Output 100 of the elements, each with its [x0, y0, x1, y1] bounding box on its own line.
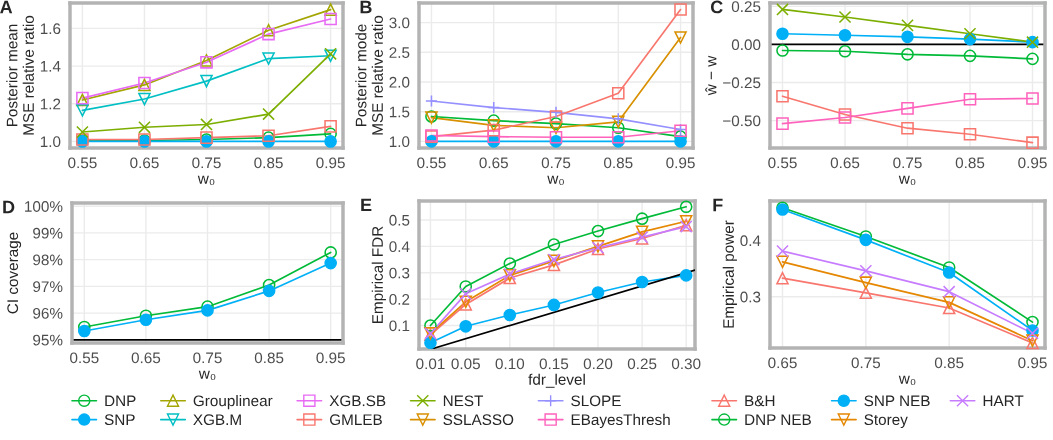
point	[611, 121, 625, 135]
point	[776, 244, 789, 258]
point	[503, 308, 517, 322]
x-tick-label: 0.55	[68, 157, 97, 169]
chart-title: B	[360, 0, 372, 14]
x-tick-label: 0.85	[254, 352, 284, 364]
point	[487, 130, 501, 143]
legend-label: XGB.M	[193, 414, 241, 426]
point	[201, 304, 214, 317]
legend-label: SSLASSO	[443, 414, 514, 426]
point	[76, 125, 89, 139]
point	[549, 110, 563, 123]
point	[1026, 92, 1039, 105]
x-tick-label: 0.55	[70, 352, 99, 364]
point	[674, 3, 687, 16]
y-tick-label: 99%	[33, 227, 63, 239]
legend-label: Storey	[864, 414, 908, 429]
y-tick-label: 98%	[33, 254, 63, 266]
point	[503, 257, 517, 270]
x-tick-label: 0.65	[479, 157, 508, 169]
legend-label: SNP NEB	[864, 395, 930, 407]
point	[262, 52, 275, 65]
y-axis-title: Posterior mean MSE relative ratio	[6, 15, 34, 135]
legend-label: Grouplinear	[193, 395, 273, 410]
y-tick-label: 0.3	[389, 267, 410, 279]
x-tick-label: 0.01	[416, 358, 445, 370]
point	[776, 3, 789, 16]
x-tick-label: 0.65	[768, 357, 797, 369]
point	[859, 233, 873, 247]
point	[963, 127, 977, 141]
point	[901, 102, 914, 115]
point	[838, 44, 852, 58]
point	[487, 114, 501, 127]
x-axis-title: fdr_level	[528, 373, 585, 388]
y-tick-label: 100%	[25, 201, 63, 212]
y-tick-label: 1.6	[40, 23, 61, 35]
x-tick-label: 0.65	[830, 157, 860, 169]
point	[262, 23, 275, 37]
point	[679, 200, 693, 214]
y-axis-title: ŵ − w	[705, 55, 717, 96]
point	[262, 107, 275, 121]
chart-title: A	[0, 0, 13, 14]
point	[459, 280, 473, 293]
legend-label: HART	[983, 395, 1024, 407]
point	[549, 130, 563, 144]
y-axis-title: Empirical FDR	[371, 226, 386, 323]
point	[859, 264, 873, 278]
y-tick-label: 0.1	[389, 320, 410, 332]
point	[200, 118, 213, 131]
point	[963, 49, 977, 63]
x-tick-label: 0.75	[541, 157, 571, 169]
point	[459, 287, 473, 301]
point	[139, 313, 153, 327]
legend-label: EBayesThresh	[571, 413, 670, 429]
x-axis-title: w₀	[898, 175, 916, 186]
point	[942, 296, 956, 309]
y-tick-label: 95%	[33, 334, 63, 346]
point	[674, 31, 687, 44]
point	[547, 298, 561, 312]
point	[547, 258, 561, 272]
point	[963, 92, 977, 106]
y-tick-label: 0.3	[740, 291, 761, 303]
x-axis-title: w₀	[547, 175, 564, 186]
x-tick-label: 0.95	[1018, 357, 1047, 369]
point	[262, 284, 276, 298]
point	[547, 238, 561, 251]
point	[901, 30, 914, 44]
x-tick-label: 0.85	[934, 357, 964, 369]
point	[679, 214, 693, 228]
x-tick-label: 0.75	[192, 157, 221, 169]
legend-label: DNP NEB	[745, 414, 811, 425]
point	[776, 117, 789, 130]
chart-title: D	[3, 200, 15, 214]
point	[776, 44, 789, 57]
chart-title: E	[361, 198, 372, 212]
point	[549, 117, 563, 130]
legend-label: GMLEB	[329, 414, 382, 426]
point	[963, 27, 977, 41]
y-tick-label: 0.2	[389, 294, 410, 305]
point	[942, 266, 956, 279]
y-tick-label: −0.50	[723, 115, 761, 127]
x-tick-label: 0.30	[671, 358, 701, 370]
point	[200, 74, 213, 88]
point	[459, 319, 473, 333]
point	[776, 271, 789, 285]
x-tick-label: 0.55	[417, 157, 446, 169]
point	[901, 121, 914, 135]
x-tick-label: 0.95	[316, 157, 345, 169]
point	[487, 123, 501, 137]
y-tick-label: 2.0	[389, 76, 410, 88]
point	[859, 276, 873, 289]
legend-label: B&H	[745, 395, 775, 407]
chart-title: C	[710, 0, 723, 14]
point	[635, 212, 649, 225]
legend-label: XGB.SB	[329, 395, 386, 407]
x-axis-title: w₀	[197, 175, 215, 186]
y-tick-label: 1.4	[40, 61, 61, 72]
point	[859, 286, 873, 300]
point	[1026, 315, 1039, 329]
y-tick-label: 96%	[33, 307, 63, 319]
